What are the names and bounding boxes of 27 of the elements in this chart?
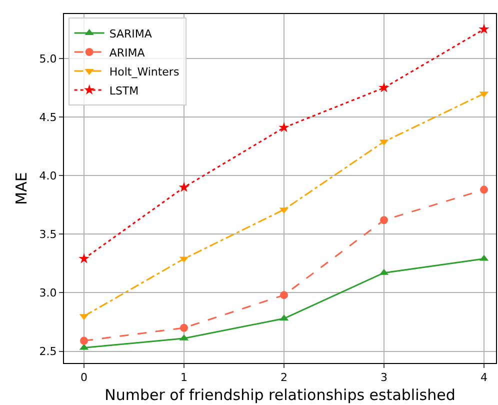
- point: [480, 186, 488, 194]
- legend-label: Holt_Winters: [109, 65, 180, 78]
- y-tick-label: 3.5: [39, 228, 57, 242]
- point: [378, 82, 390, 92]
- point: [478, 24, 490, 34]
- point: [178, 182, 190, 192]
- point: [80, 336, 88, 345]
- point: [278, 122, 290, 132]
- x-axis-title: Number of friendship relationships established: [104, 386, 456, 404]
- y-tick-label: 2.5: [39, 345, 57, 358]
- point: [280, 291, 288, 300]
- y-tick-label: 4.0: [39, 169, 57, 182]
- x-tick-label: 2: [280, 371, 288, 384]
- y-tick-label: 3.0: [39, 286, 57, 300]
- point: [380, 216, 388, 224]
- y-axis-title: MAE: [12, 172, 31, 205]
- legend-label: LSTM: [109, 84, 139, 98]
- y-tick-label: 4.5: [39, 110, 57, 124]
- legend-label: SARIMA: [109, 27, 152, 40]
- x-tick-label: 3: [380, 371, 388, 384]
- y-tick-label: 5.0: [39, 52, 57, 66]
- point: [180, 324, 188, 332]
- point: [78, 253, 90, 264]
- x-tick-label: 4: [480, 371, 488, 384]
- legend-label: ARIMA: [109, 46, 146, 60]
- x-tick-label: 0: [80, 371, 88, 384]
- x-tick-label: 1: [180, 371, 188, 384]
